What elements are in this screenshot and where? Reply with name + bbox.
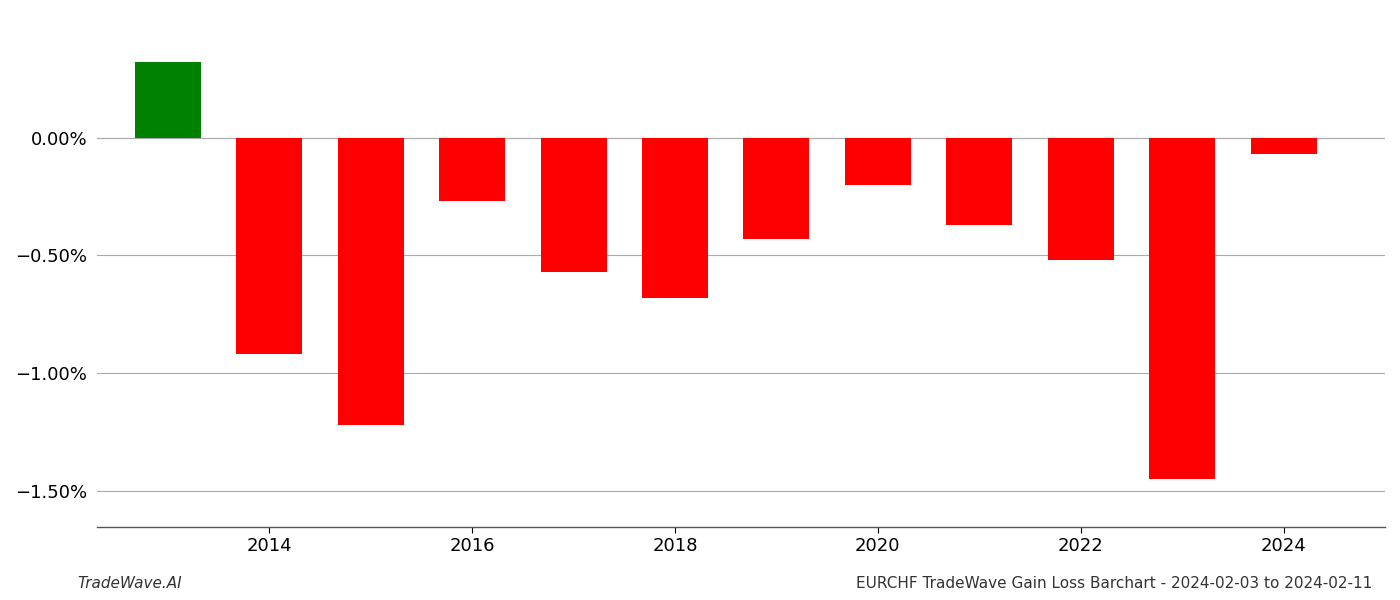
Bar — [237, 137, 302, 355]
Bar — [946, 137, 1012, 225]
Bar — [1250, 137, 1316, 154]
Bar — [540, 137, 606, 272]
Bar — [844, 137, 911, 185]
Text: TradeWave.AI: TradeWave.AI — [77, 576, 182, 591]
Bar — [134, 62, 200, 137]
Bar — [440, 137, 505, 201]
Bar — [1047, 137, 1113, 260]
Bar — [337, 137, 403, 425]
Text: EURCHF TradeWave Gain Loss Barchart - 2024-02-03 to 2024-02-11: EURCHF TradeWave Gain Loss Barchart - 20… — [855, 576, 1372, 591]
Bar — [743, 137, 809, 239]
Bar — [1149, 137, 1215, 479]
Bar — [643, 137, 708, 298]
